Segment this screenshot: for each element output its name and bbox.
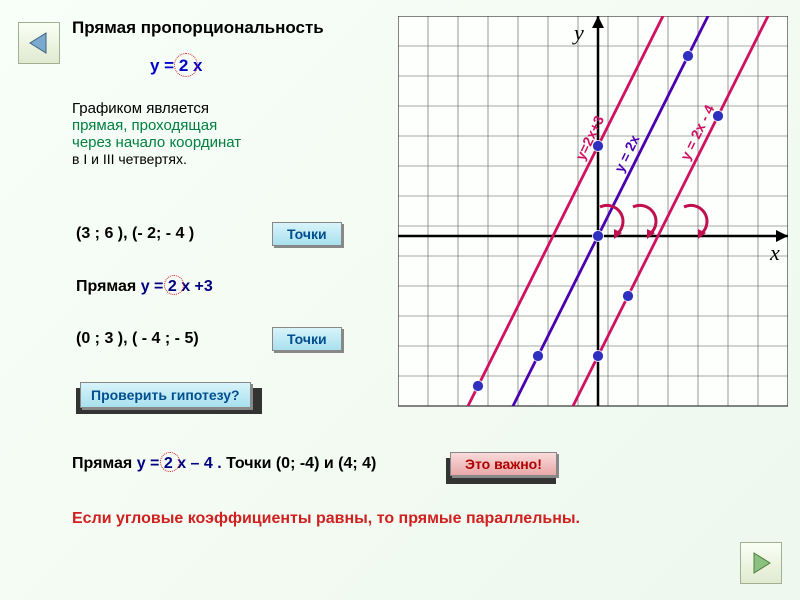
equation-3: Прямая y = 2 x – 4 . Точки (0; -4) и (4;…: [72, 455, 376, 473]
next-button[interactable]: [740, 542, 782, 584]
page-title: Прямая пропорциональность: [72, 18, 324, 38]
points-button-2[interactable]: Точки: [272, 327, 342, 351]
footer-rule: Если угловые коэффициенты равны, то прям…: [72, 510, 580, 528]
back-button[interactable]: [18, 22, 60, 64]
hypothesis-button[interactable]: Проверить гипотезу?: [80, 382, 251, 408]
points-1: (3 ; 6 ), (- 2; - 4 ): [76, 225, 194, 243]
graph-description: Графиком является прямая, проходящая чер…: [72, 100, 241, 167]
svg-text:х: х: [769, 240, 780, 265]
coordinate-chart: ухy=2x+3y = 2xy = 2x - 4: [398, 16, 788, 426]
equation-2: Прямая y = 2 x +3: [76, 278, 213, 296]
points-button-1[interactable]: Точки: [272, 222, 342, 246]
points-2: (0 ; 3 ), ( - 4 ; - 5): [76, 330, 199, 348]
svg-text:у: у: [572, 20, 584, 45]
important-button[interactable]: Это важно!: [450, 452, 557, 476]
equation-main: y = 2 x: [150, 56, 203, 76]
